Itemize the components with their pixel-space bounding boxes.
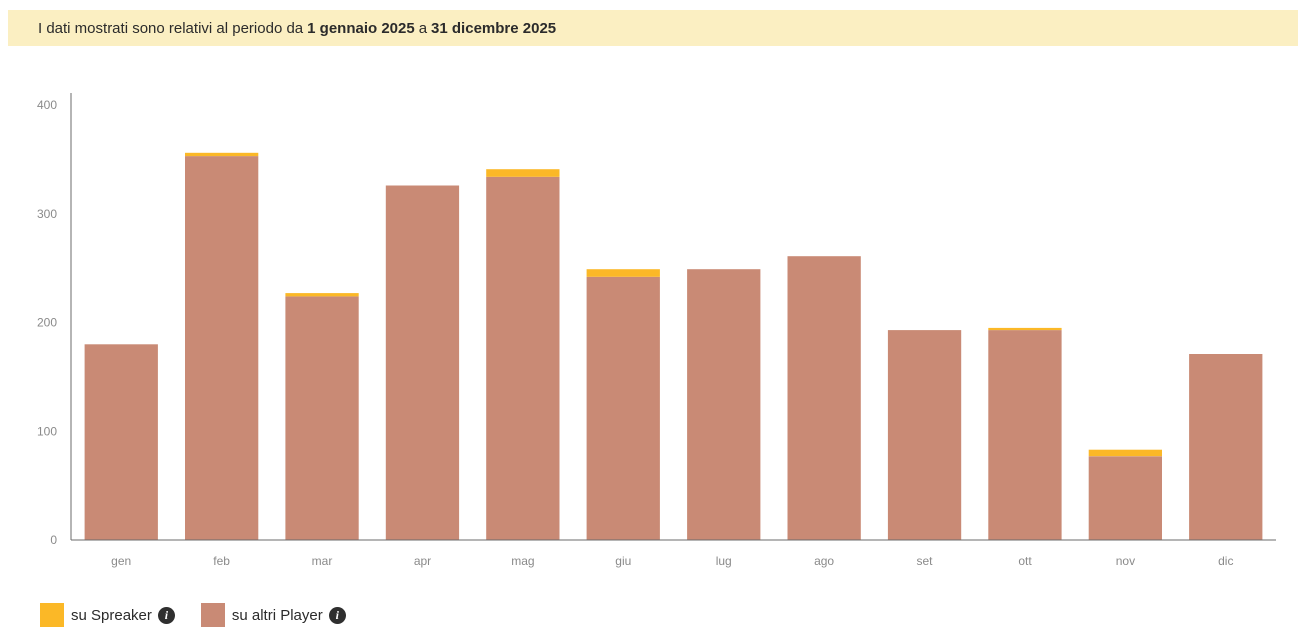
x-tick-label: nov [1116,554,1135,568]
legend-swatch-spreaker [40,603,64,627]
banner-start-date: 1 gennaio 2025 [307,19,415,37]
bar-gen-su-altri-player[interactable] [84,344,158,541]
x-tick-label: ott [1018,554,1032,568]
x-tick-label: dic [1218,554,1233,568]
bar-set-su-altri-player[interactable] [887,330,962,540]
y-tick-label: 300 [37,207,57,221]
bar-apr-su-altri-player[interactable] [385,185,460,541]
legend-label-spreaker: su Spreaker [71,606,152,624]
bar-feb-su-spreaker[interactable] [185,152,259,157]
bar-mar-su-altri-player[interactable] [285,296,359,540]
bar-ott-su-altri-player[interactable] [988,330,1062,540]
y-tick-label: 200 [37,316,57,330]
bar-lug-su-altri-player[interactable] [687,269,761,540]
info-icon[interactable]: i [157,606,175,624]
x-tick-label: mar [312,554,333,568]
bar-mag-su-spreaker[interactable] [486,169,560,177]
bar-nov-su-spreaker[interactable] [1088,449,1162,457]
x-tick-label: mag [511,554,534,568]
x-tick-label: ago [814,554,834,568]
x-tick-label: feb [213,554,230,568]
bar-nov-su-altri-player[interactable] [1088,456,1162,540]
banner-middle: a [418,19,428,37]
bar-feb-su-altri-player[interactable] [185,156,259,540]
legend-item-spreaker[interactable]: su Spreaker i [40,603,175,627]
date-range-banner: I dati mostrati sono relativi al periodo… [8,10,1298,46]
bar-ott-su-spreaker[interactable] [988,327,1062,331]
x-tick-label: set [916,554,933,568]
bar-ago-su-altri-player[interactable] [787,256,861,540]
stacked-bar-chart: 0 100 200 300 400 gen feb mar apr mag giu lug ago se… [37,93,1276,568]
x-axis-ticks: gen feb mar apr mag giu lug ago set ott nov dic [111,554,1233,568]
legend-item-altri-player[interactable]: su altri Player i [200,603,346,627]
bar-mag-su-altri-player[interactable] [486,176,560,541]
x-tick-label: apr [414,554,431,568]
bars-group [84,152,1263,541]
y-axis-ticks: 0 100 200 300 400 [37,98,57,547]
bar-dic-su-altri-player[interactable] [1189,354,1263,540]
y-tick-label: 400 [37,98,57,112]
banner-end-date: 31 dicembre 2025 [431,19,557,37]
y-tick-label: 100 [37,424,57,438]
x-tick-label: giu [615,554,631,568]
info-icon[interactable]: i [328,606,346,624]
bar-mar-su-spreaker[interactable] [285,293,359,297]
legend-label-altri-player: su altri Player [231,606,323,624]
banner-prefix: I dati mostrati sono relativi al periodo… [38,19,304,37]
chart-legend: su Spreaker i su altri Player i [40,603,372,627]
bar-giu-su-spreaker[interactable] [586,269,660,277]
x-tick-label: gen [111,554,131,568]
legend-swatch-altri-player [200,603,225,627]
y-tick-label: 0 [50,533,57,547]
x-tick-label: lug [716,554,732,568]
bar-giu-su-altri-player[interactable] [586,276,660,540]
